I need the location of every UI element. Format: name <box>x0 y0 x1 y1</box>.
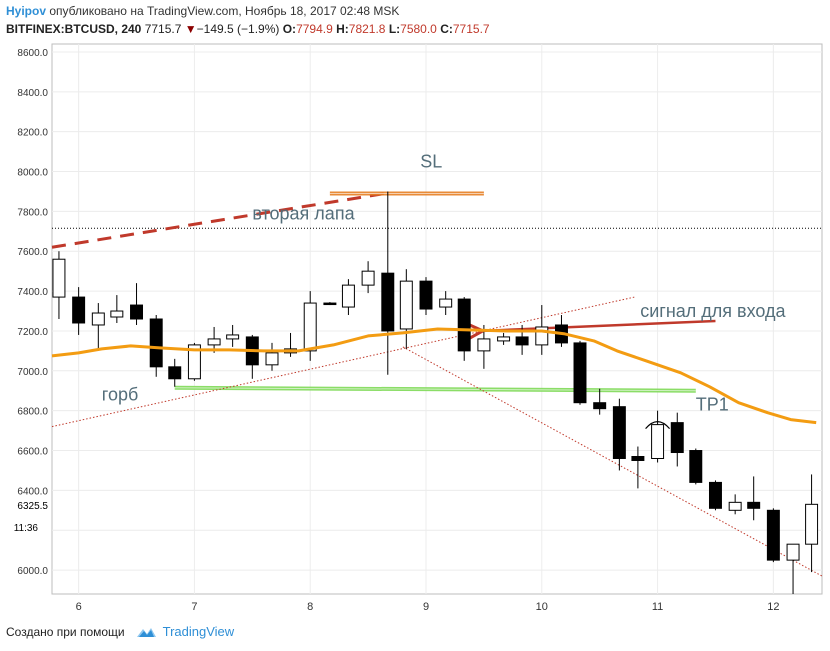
candle-bear <box>689 450 703 483</box>
low-label: L: <box>388 22 401 36</box>
candle-bull <box>651 424 665 459</box>
time-label-bg <box>2 519 50 535</box>
candle-bull <box>207 338 221 346</box>
candle-bear <box>747 501 761 509</box>
x-tick-label: 9 <box>423 601 429 613</box>
x-tick-label: 8 <box>307 601 313 613</box>
candle-bear <box>670 422 684 454</box>
price-change: −149.5 (−1.9%) <box>196 22 280 36</box>
open-label: O: <box>282 22 297 36</box>
hump-label: горб <box>102 385 139 405</box>
candle-bull <box>728 501 742 511</box>
tradingview-cloud-icon[interactable] <box>135 625 157 639</box>
y-tick-label: 6800.0 <box>17 407 48 418</box>
y-tick-label: 7000.0 <box>17 367 48 378</box>
x-tick-label: 11 <box>652 601 663 613</box>
signal-label: сигнал для входа <box>640 301 786 321</box>
last-price: 7715.7 <box>144 22 182 36</box>
y-tick-label: 7600.0 <box>17 247 48 258</box>
candle-bear <box>168 366 182 380</box>
moving-average-line <box>51 327 817 425</box>
x-tick-label: 12 <box>767 601 779 613</box>
candle-bear <box>381 272 395 332</box>
candle-bull <box>303 302 317 352</box>
candle-bull <box>226 334 240 340</box>
candle-bear <box>631 456 645 461</box>
candle-bear <box>593 402 607 410</box>
candle-bull <box>341 284 355 308</box>
signal-arrow <box>480 319 716 331</box>
close-label: C: <box>440 22 453 36</box>
open-value: 7794.9 <box>296 22 333 36</box>
symbol-info: BITFINEX:BTCUSD, 240 7715.7 ▼−149.5 (−1.… <box>6 22 490 36</box>
candle-bull <box>265 352 279 366</box>
y-tick-label: 8200.0 <box>17 128 48 139</box>
candle-bear <box>72 296 86 324</box>
tp1-arc <box>645 421 671 430</box>
candle-bull <box>187 344 201 380</box>
candle-bull <box>399 280 413 330</box>
candle-bear <box>612 406 626 459</box>
y-tick-label: 6400.0 <box>17 486 48 497</box>
y-tick-label: 8000.0 <box>17 168 48 179</box>
candle-bull <box>805 503 819 545</box>
candle-bull <box>361 270 375 286</box>
crosshair-price-label: 6325.5 <box>17 501 48 512</box>
candle-bull <box>52 258 66 298</box>
down-arrow-icon: ▼ <box>184 22 197 36</box>
created-with-text: Создано при помощи <box>6 624 125 639</box>
crosshair-label-bg <box>2 497 50 513</box>
dashed-resistance <box>51 190 392 249</box>
candle-bear <box>708 481 722 509</box>
tradingview-brand-link[interactable]: TradingView <box>162 624 235 639</box>
close-value: 7715.7 <box>452 22 490 36</box>
tp1-label: TP1 <box>696 395 729 415</box>
sl-label: SL <box>420 152 442 172</box>
y-tick-label: 8600.0 <box>17 48 48 59</box>
low-value: 7580.0 <box>400 22 437 36</box>
high-label: H: <box>336 22 349 36</box>
symbol-label: BITFINEX:BTCUSD, 240 <box>6 22 142 36</box>
candle-bear <box>130 304 144 320</box>
green-neckline-inner <box>174 387 696 392</box>
y-tick-label: 7800.0 <box>17 207 48 218</box>
y-tick-label: 8400.0 <box>17 88 48 99</box>
candle-bear <box>573 342 587 404</box>
author-link[interactable]: Hyipov <box>6 4 47 18</box>
candle-bull <box>477 338 491 352</box>
candle-bear <box>766 509 780 561</box>
candle-bull <box>497 336 511 342</box>
candle-bear <box>457 298 471 352</box>
candle-bull <box>110 310 124 318</box>
candle-bear <box>515 336 529 346</box>
candle-bull <box>439 298 453 308</box>
y-tick-label: 6000.0 <box>17 566 48 577</box>
publish-info: Hyipov опубликовано на TradingView.com, … <box>6 4 399 18</box>
x-tick-label: 10 <box>536 601 548 613</box>
candle-bear <box>323 302 337 306</box>
x-tick-label: 7 <box>191 601 197 613</box>
second-leg-label: вторая лапа <box>252 203 355 223</box>
x-tick-label: 6 <box>76 601 82 613</box>
candle-bull <box>91 312 105 326</box>
y-tick-label: 7200.0 <box>17 327 48 338</box>
y-tick-label: 6600.0 <box>17 447 48 458</box>
candle-bull <box>786 543 800 561</box>
candle-bear <box>149 318 163 368</box>
published-text: опубликовано на TradingView.com, Ноябрь … <box>49 4 400 18</box>
candle-bear <box>419 280 433 310</box>
candle-bull <box>535 326 549 346</box>
footer: Создано при помощи TradingView <box>6 624 234 639</box>
high-value: 7821.8 <box>348 22 386 36</box>
falling-dotted <box>402 346 823 577</box>
time-label: 11:36 <box>14 523 39 534</box>
plot-area <box>51 43 823 595</box>
y-tick-label: 7400.0 <box>17 287 48 298</box>
rising-dotted <box>51 296 635 428</box>
